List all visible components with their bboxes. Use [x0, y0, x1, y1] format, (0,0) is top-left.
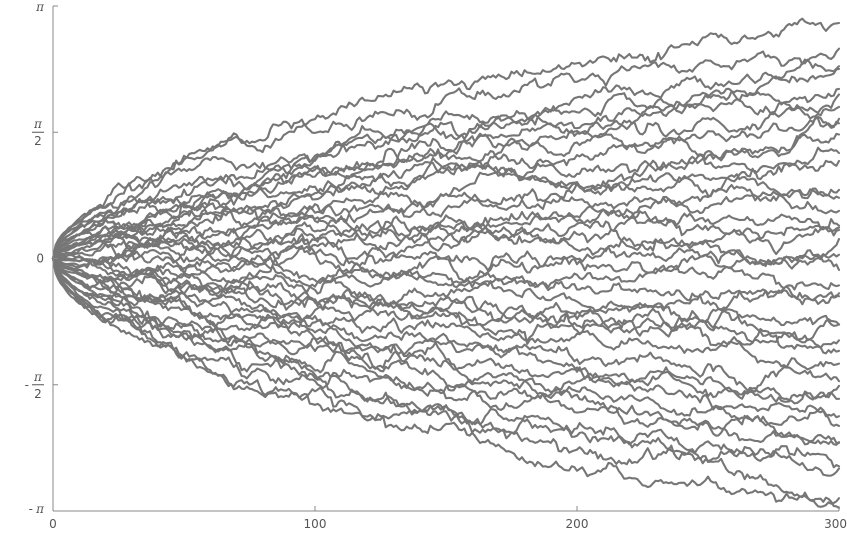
series-line — [51, 257, 841, 446]
series-line — [51, 257, 841, 510]
y-tick-label: π — [35, 502, 45, 516]
series-line — [51, 208, 841, 260]
series-line — [51, 116, 841, 260]
series-line — [51, 225, 841, 270]
y-tick-numerator: π — [33, 117, 43, 131]
series-line — [51, 146, 841, 260]
series-line — [51, 132, 841, 260]
x-tick-group: 0 100 200 300 — [49, 506, 847, 531]
y-tick-numerator: π — [33, 370, 43, 384]
series-line — [51, 257, 841, 428]
y-tick-denominator: 2 — [34, 134, 42, 148]
series-line — [51, 233, 841, 284]
series-line — [51, 47, 841, 260]
series-line — [51, 173, 841, 260]
series-layer — [51, 17, 841, 510]
series-line — [51, 257, 841, 403]
series-line — [51, 67, 841, 260]
series-line — [51, 87, 841, 260]
y-tick-denominator: 2 — [34, 387, 42, 401]
y-tick-sign: - — [25, 378, 29, 392]
series-line — [51, 93, 841, 260]
series-line — [51, 115, 841, 260]
series-line — [51, 17, 841, 260]
series-line — [51, 105, 841, 260]
y-tick-label: π — [35, 0, 45, 14]
series-line — [51, 184, 841, 260]
series-line — [51, 257, 841, 419]
series-line — [51, 187, 841, 260]
x-tick-label: 300 — [824, 517, 847, 531]
series-line — [51, 257, 841, 393]
series-line — [51, 257, 841, 350]
y-tick-label: 0 — [36, 252, 44, 266]
series-line — [51, 214, 841, 260]
y-tick-sign: - — [29, 502, 33, 516]
series-line — [51, 226, 841, 264]
series-line — [51, 246, 841, 291]
x-tick-label: 0 — [49, 517, 57, 531]
series-line — [51, 257, 841, 469]
series-line — [51, 257, 841, 371]
x-tick-label: 200 — [566, 517, 589, 531]
x-tick-label: 100 — [304, 517, 327, 531]
series-line — [51, 257, 841, 446]
series-line — [51, 257, 841, 405]
series-line — [51, 58, 841, 260]
